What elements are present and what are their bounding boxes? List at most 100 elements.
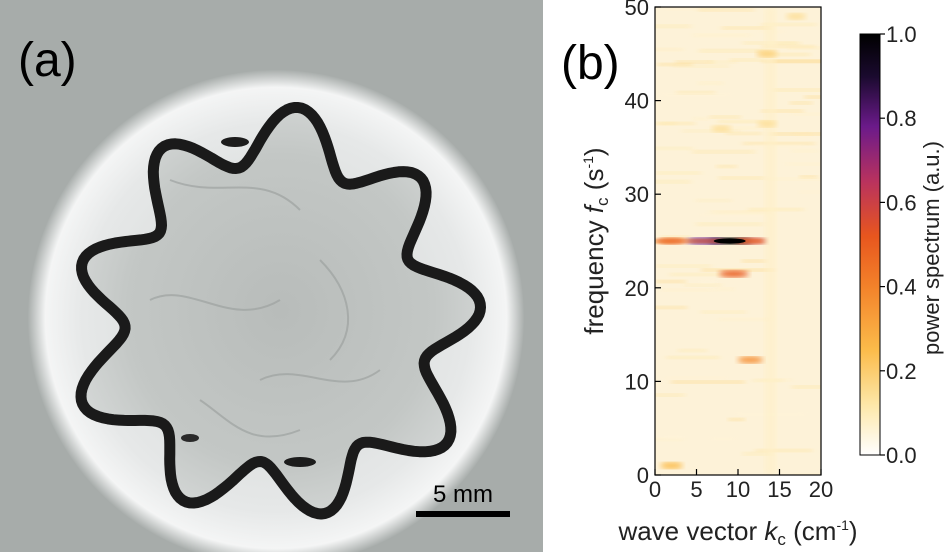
- heatmap-streak: [669, 272, 741, 276]
- heatmap-streak: [671, 380, 746, 384]
- heatmap-streak: [657, 472, 698, 475]
- heatmap-streak: [709, 210, 771, 214]
- scale-bar: [416, 511, 510, 517]
- heatmap-streak: [718, 317, 771, 321]
- power-spectrum-chart: 0 5 10 15 20 0 10 20 30 40 50 (b) wave vector kc …: [561, 0, 944, 549]
- x-tick-label: 5: [690, 477, 702, 502]
- heatmap-streak: [791, 385, 821, 389]
- heatmap-peak: [711, 125, 732, 132]
- heatmap-streak: [656, 264, 712, 268]
- heatmap-streak: [714, 287, 735, 291]
- panel-b: 0 5 10 15 20 0 10 20 30 40 50 (b) wave vector kc …: [543, 0, 951, 552]
- panel-b-label: (b): [561, 37, 620, 90]
- heatmap-streak: [699, 280, 716, 284]
- heatmap-streak: [661, 235, 691, 239]
- y-axis-label: frequency fc (s-1): [579, 147, 612, 334]
- heatmap-streak: [721, 26, 773, 30]
- y-tick-label: 20: [625, 276, 649, 301]
- heatmap-streak: [791, 149, 818, 153]
- dark-spot-1: [221, 137, 249, 147]
- heatmap-streak: [728, 418, 745, 422]
- heatmap-streak: [741, 259, 767, 263]
- heatmap-main-streak: [655, 239, 763, 243]
- heatmap-streak: [762, 45, 816, 49]
- y-tick-label: 0: [637, 463, 649, 488]
- heatmap-streak: [798, 190, 821, 194]
- fingering-boundary: [75, 102, 486, 520]
- heatmap-streak: [676, 91, 716, 95]
- x-tick-label: 15: [767, 477, 791, 502]
- heatmap-streak: [804, 95, 821, 99]
- heatmap-band: [764, 7, 777, 475]
- heatmap-streak: [718, 176, 765, 180]
- heatmap-streak: [729, 58, 767, 62]
- interior-texture: [149, 179, 381, 438]
- heatmap-streak: [790, 112, 821, 116]
- heatmap-streak: [752, 144, 804, 148]
- heatmap-streak: [692, 150, 755, 154]
- heatmap-streak: [708, 126, 766, 130]
- heatmap-streak: [700, 310, 747, 314]
- heatmap-peaks: [655, 13, 807, 469]
- x-tick-label: 20: [809, 477, 833, 502]
- x-tick-label: 10: [726, 477, 750, 502]
- heatmap-streak: [655, 146, 694, 150]
- dark-spot-2: [284, 457, 316, 467]
- heatmap-streak: [664, 376, 728, 380]
- y-tick-label: 10: [625, 369, 649, 394]
- heatmap-streak: [678, 348, 707, 352]
- heatmap-texture: [655, 7, 821, 475]
- heatmap-streak: [742, 452, 773, 456]
- heatmap-streak: [672, 64, 730, 68]
- heatmap-streak: [709, 115, 741, 119]
- heatmap-streak: [661, 288, 713, 292]
- fingering-pattern-image: (a) 5 mm: [0, 0, 543, 557]
- heatmap-streak: [661, 93, 731, 97]
- dark-spot-3: [181, 434, 199, 442]
- heatmap-peak-core: [713, 238, 746, 244]
- heatmap-peak: [737, 356, 764, 364]
- heatmap-streak: [761, 109, 804, 113]
- heatmap-streak: [742, 141, 815, 145]
- heatmap-streak: [655, 48, 684, 52]
- heatmap-streak: [773, 88, 821, 92]
- heatmap-streak: [655, 171, 702, 175]
- heatmap-streak: [789, 101, 813, 105]
- heatmap-streak: [695, 198, 732, 202]
- heatmap-streak: [787, 46, 821, 50]
- heatmap-streak: [706, 60, 737, 64]
- heatmap-streak: [696, 222, 764, 226]
- y-tick-label: 30: [625, 182, 649, 207]
- heatmap-streak: [770, 132, 821, 136]
- colorbar-tick-label: 0.0: [886, 443, 917, 468]
- heatmap-streak: [773, 52, 811, 56]
- heatmap-streak: [761, 23, 817, 27]
- y-tick-label: 40: [625, 89, 649, 114]
- heatmap-streak: [716, 164, 738, 168]
- heatmap-streak: [665, 7, 720, 11]
- heatmap-streak: [675, 60, 714, 64]
- heatmap-streak: [795, 134, 814, 138]
- heatmap-streak: [655, 279, 686, 283]
- x-axis: 0 5 10 15 20: [649, 469, 833, 502]
- colorbar-tick-label: 0.4: [886, 275, 917, 300]
- colorbar-tick-label: 1.0: [886, 22, 917, 47]
- heatmap-streak: [655, 393, 685, 397]
- heatmap-streak: [755, 449, 813, 453]
- colorbar-label: power spectrum (a.u.): [919, 141, 944, 355]
- heatmap-streak: [655, 180, 691, 184]
- colorbar: [859, 33, 881, 456]
- heatmap-peak: [660, 462, 684, 469]
- y-axis: 0 10 20 30 40 50: [625, 0, 661, 488]
- colorbar-tick-label: 0.8: [886, 106, 917, 131]
- heatmap-streak: [762, 60, 821, 64]
- heatmap-streak: [655, 306, 688, 310]
- x-tick-label: 0: [649, 477, 661, 502]
- heatmap-streak: [666, 356, 720, 360]
- heatmap-peak: [786, 13, 807, 20]
- colorbar-ticks: 0.0 0.2 0.4 0.6 0.8 1.0: [880, 22, 917, 468]
- x-axis-label: wave vector kc (cm-1): [617, 516, 857, 549]
- heatmap-streak: [655, 24, 691, 28]
- panel-a: (a) 5 mm: [0, 0, 543, 557]
- heatmap-streak: [766, 177, 821, 181]
